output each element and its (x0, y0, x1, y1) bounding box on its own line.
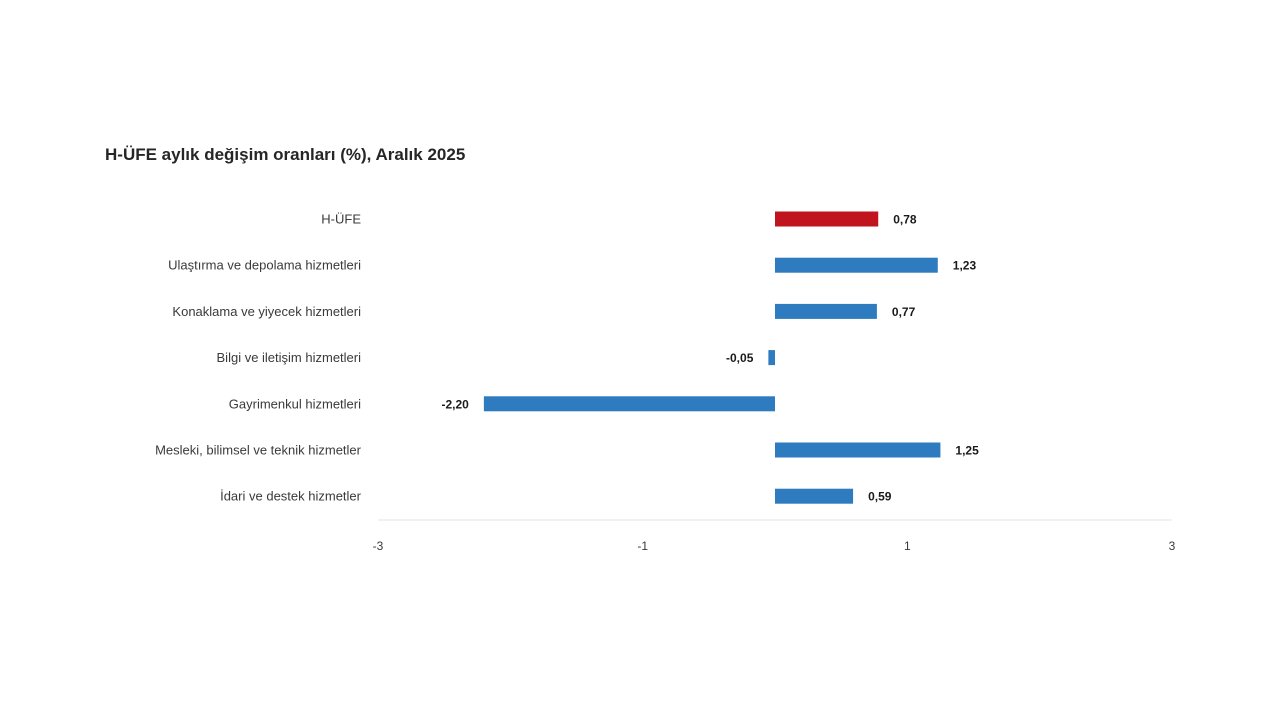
value-label-bilgi-ve-iletisim-hizmetleri: -0,05 (726, 351, 754, 365)
bars-group (483, 211, 941, 504)
x-tick-label: -1 (637, 539, 648, 553)
value-label-h-ufe: 0,78 (893, 213, 917, 227)
value-labels-group: 0,78 1,23 0,77 -0,05 -2,20 1,25 0,59 (442, 213, 980, 504)
category-label-h-ufe: H-ÜFE (321, 212, 361, 227)
bar-bilgi-ve-iletisim-hizmetleri (768, 350, 775, 366)
x-tick-label: -3 (373, 539, 384, 553)
value-label-mesleki-bilimsel-ve-teknik-hizmetler: 1,25 (955, 444, 979, 458)
category-label-mesleki-bilimsel-ve-teknik-hizmetler: Mesleki, bilimsel ve teknik hizmetler (155, 443, 362, 458)
category-label-bilgi-ve-iletisim-hizmetleri: Bilgi ve iletişim hizmetleri (217, 350, 362, 365)
value-label-ulastirma-ve-depolama-hizmetleri: 1,23 (953, 259, 977, 273)
chart-title: H-ÜFE aylık değişim oranları (%), Aralık… (105, 145, 466, 164)
x-axis-ticks-group: -3 -1 1 3 (373, 539, 1176, 553)
x-tick-label: 1 (904, 539, 911, 553)
category-label-ulastirma-ve-depolama-hizmetleri: Ulaştırma ve depolama hizmetleri (168, 258, 361, 273)
x-tick-label: 3 (1169, 539, 1176, 553)
bar-h-ufe (775, 211, 879, 227)
bar-gayrimenkul-hizmetleri (483, 396, 775, 412)
bar-idari-ve-destek-hizmetler (775, 488, 854, 504)
bar-ulastirma-ve-depolama-hizmetleri (775, 257, 938, 273)
category-label-idari-ve-destek-hizmetler: İdari ve destek hizmetler (220, 489, 362, 504)
category-labels-group: H-ÜFE Ulaştırma ve depolama hizmetleri Kon… (155, 212, 362, 504)
value-label-gayrimenkul-hizmetleri: -2,20 (442, 397, 470, 411)
value-label-idari-ve-destek-hizmetler: 0,59 (868, 490, 892, 504)
category-label-gayrimenkul-hizmetleri: Gayrimenkul hizmetleri (229, 396, 361, 411)
category-label-konaklama-ve-yiyecek-hizmetleri: Konaklama ve yiyecek hizmetleri (172, 304, 361, 319)
bar-konaklama-ve-yiyecek-hizmetleri (775, 303, 877, 319)
value-label-konaklama-ve-yiyecek-hizmetleri: 0,77 (892, 305, 916, 319)
bar-mesleki-bilimsel-ve-teknik-hizmetler (775, 442, 941, 458)
